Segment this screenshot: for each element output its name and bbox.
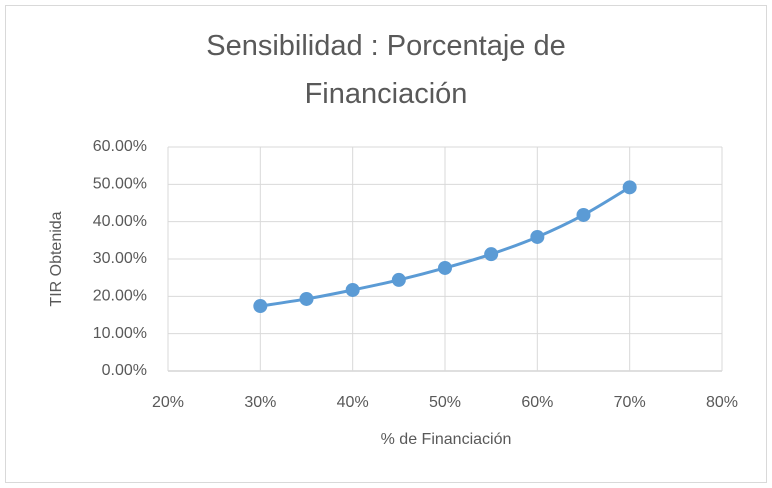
data-point (391, 272, 406, 287)
x-tick-label: 20% (152, 394, 184, 411)
y-tick-label: 30.00% (93, 250, 147, 267)
y-tick-label: 40.00% (93, 213, 147, 230)
x-tick-label: 30% (244, 394, 276, 411)
data-point (299, 291, 314, 306)
data-point (530, 229, 545, 244)
y-tick-label: 10.00% (93, 325, 147, 342)
data-point (438, 260, 452, 275)
x-tick-label: 60% (521, 394, 553, 411)
data-point (345, 282, 360, 297)
data-point (253, 299, 268, 314)
x-tick-label: 70% (614, 394, 646, 411)
x-tick-label: 50% (429, 394, 461, 411)
data-point (576, 207, 591, 222)
y-axis-label: TIR Obtenida (48, 211, 65, 306)
data-point (622, 180, 637, 195)
y-tick-label: 20.00% (93, 288, 147, 305)
x-tick-label: 80% (706, 394, 738, 411)
y-tick-label: 50.00% (93, 176, 147, 193)
chart-border (5, 5, 767, 483)
x-axis-label: % de Financiación (381, 431, 512, 448)
x-tick-label: 40% (337, 394, 369, 411)
data-point (484, 247, 499, 262)
y-tick-label: 60.00% (93, 138, 147, 155)
y-tick-label: 0.00% (102, 362, 147, 379)
chart-title: Sensibilidad : Porcentaje de Financiació… (206, 30, 566, 110)
